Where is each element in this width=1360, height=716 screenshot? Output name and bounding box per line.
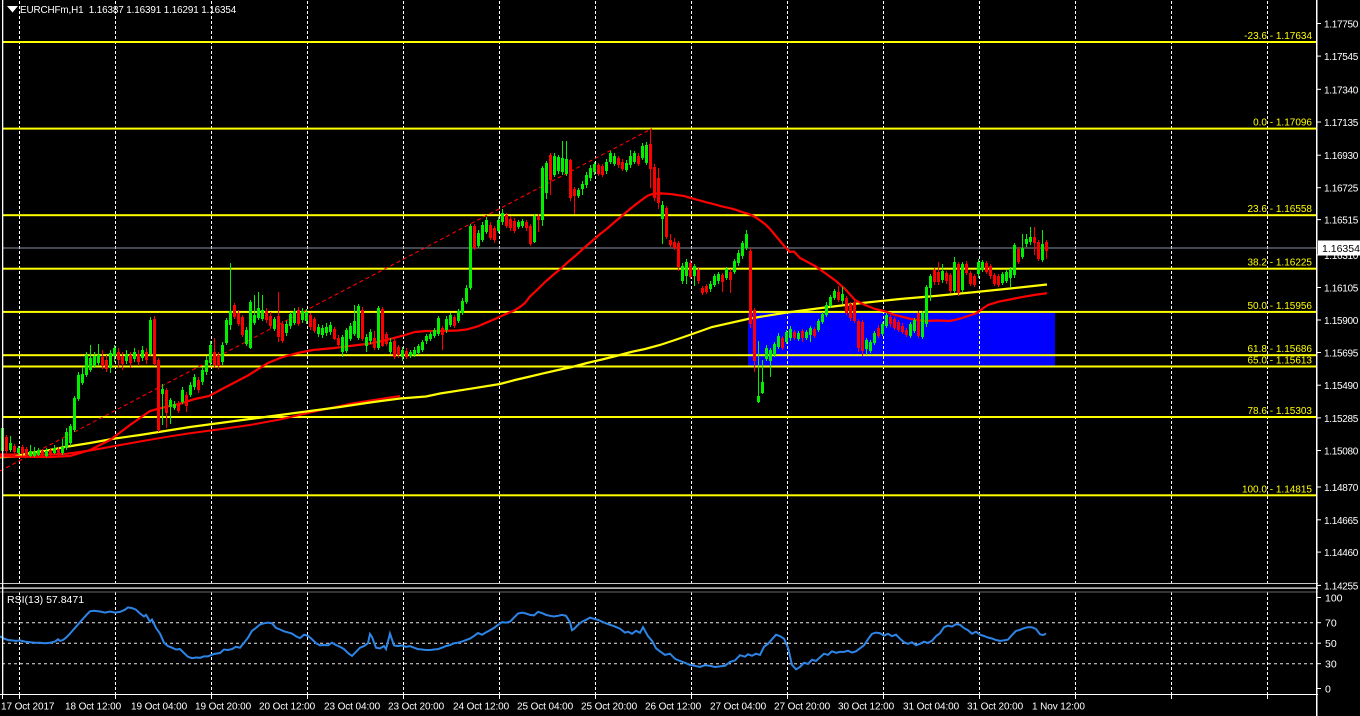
svg-text:1.15490: 1.15490 bbox=[1324, 381, 1359, 392]
svg-text:23.6 - 1.16558: 23.6 - 1.16558 bbox=[1248, 204, 1313, 215]
svg-text:30 Oct 12:00: 30 Oct 12:00 bbox=[838, 702, 895, 713]
svg-text:50: 50 bbox=[1325, 638, 1337, 650]
svg-text:78.6 - 1.15303: 78.6 - 1.15303 bbox=[1248, 406, 1313, 417]
svg-text:100: 100 bbox=[1325, 593, 1343, 605]
svg-text:17 Oct 2017: 17 Oct 2017 bbox=[1, 702, 55, 713]
svg-text:1.16930: 1.16930 bbox=[1324, 151, 1359, 162]
svg-text:27 Oct 20:00: 27 Oct 20:00 bbox=[774, 702, 831, 713]
svg-text:0.0 - 1.17096: 0.0 - 1.17096 bbox=[1253, 118, 1312, 129]
svg-text:31 Oct 04:00: 31 Oct 04:00 bbox=[903, 702, 960, 713]
svg-text:1.14870: 1.14870 bbox=[1324, 483, 1359, 494]
svg-text:-23.6 - 1.17634: -23.6 - 1.17634 bbox=[1244, 31, 1312, 42]
svg-text:26 Oct 12:00: 26 Oct 12:00 bbox=[645, 702, 702, 713]
svg-text:1.15900: 1.15900 bbox=[1324, 316, 1359, 327]
svg-text:18 Oct 12:00: 18 Oct 12:00 bbox=[65, 702, 122, 713]
svg-text:RSI(13) 57.8471: RSI(13) 57.8471 bbox=[7, 594, 84, 606]
svg-text:EURCHFm,H1 1.16387 1.16391 1.: EURCHFm,H1 1.16387 1.16391 1.16291 1.163… bbox=[20, 5, 237, 16]
svg-text:1.17545: 1.17545 bbox=[1324, 52, 1359, 63]
svg-text:23 Oct 04:00: 23 Oct 04:00 bbox=[324, 702, 381, 713]
svg-text:100.0 - 1.14815: 100.0 - 1.14815 bbox=[1242, 484, 1312, 495]
svg-text:65.0 - 1.15613: 65.0 - 1.15613 bbox=[1248, 356, 1313, 367]
svg-text:70: 70 bbox=[1325, 618, 1337, 630]
svg-text:1.17750: 1.17750 bbox=[1324, 20, 1359, 31]
svg-text:38.2 - 1.16225: 38.2 - 1.16225 bbox=[1248, 258, 1313, 269]
svg-text:1.16105: 1.16105 bbox=[1324, 284, 1359, 295]
svg-text:30: 30 bbox=[1325, 659, 1337, 671]
svg-text:1.15285: 1.15285 bbox=[1324, 414, 1359, 425]
svg-text:1.16515: 1.16515 bbox=[1324, 216, 1359, 227]
svg-text:1.16310: 1.16310 bbox=[1324, 251, 1359, 262]
svg-text:25 Oct 04:00: 25 Oct 04:00 bbox=[517, 702, 574, 713]
svg-text:1.14665: 1.14665 bbox=[1324, 516, 1359, 527]
svg-text:0: 0 bbox=[1325, 684, 1331, 696]
svg-text:61.8 - 1.15686: 61.8 - 1.15686 bbox=[1248, 344, 1313, 355]
svg-text:1.16354: 1.16354 bbox=[1322, 243, 1360, 255]
svg-text:19 Oct 04:00: 19 Oct 04:00 bbox=[131, 702, 188, 713]
svg-text:20 Oct 12:00: 20 Oct 12:00 bbox=[259, 702, 316, 713]
svg-text:1.15080: 1.15080 bbox=[1324, 447, 1359, 458]
svg-text:1.17340: 1.17340 bbox=[1324, 85, 1359, 96]
svg-text:1.15695: 1.15695 bbox=[1324, 349, 1359, 360]
svg-text:27 Oct 04:00: 27 Oct 04:00 bbox=[710, 702, 767, 713]
svg-text:50.0 - 1.15956: 50.0 - 1.15956 bbox=[1248, 301, 1313, 312]
svg-text:24 Oct 12:00: 24 Oct 12:00 bbox=[453, 702, 510, 713]
svg-text:1.14255: 1.14255 bbox=[1324, 581, 1359, 592]
svg-text:25 Oct 20:00: 25 Oct 20:00 bbox=[581, 702, 638, 713]
svg-text:1.16725: 1.16725 bbox=[1324, 184, 1359, 195]
svg-text:19 Oct 20:00: 19 Oct 20:00 bbox=[195, 702, 252, 713]
svg-text:1 Nov 12:00: 1 Nov 12:00 bbox=[1032, 702, 1085, 713]
svg-text:31 Oct 20:00: 31 Oct 20:00 bbox=[967, 702, 1024, 713]
svg-text:23 Oct 20:00: 23 Oct 20:00 bbox=[388, 702, 445, 713]
svg-text:1.14460: 1.14460 bbox=[1324, 548, 1359, 559]
svg-text:1.17135: 1.17135 bbox=[1324, 118, 1359, 129]
